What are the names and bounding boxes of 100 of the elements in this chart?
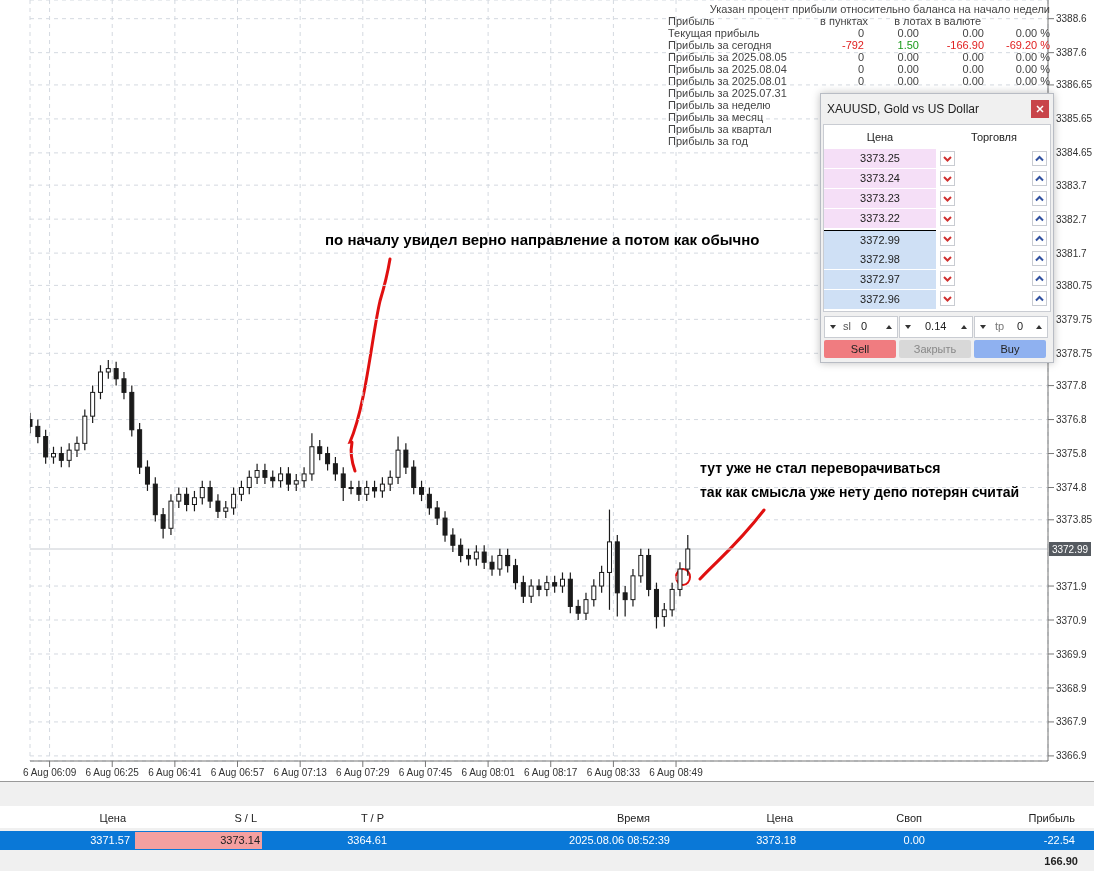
candlestick bbox=[301, 466, 307, 489]
text: Своп bbox=[895, 812, 922, 824]
candlestick bbox=[121, 371, 127, 400]
y-tick-label: 3366.9 bbox=[1056, 750, 1088, 762]
annotation: 0.00 % bbox=[1014, 51, 1050, 63]
candlestick bbox=[411, 459, 417, 495]
annotation: Прибыль bbox=[668, 15, 715, 27]
annotation: 3373.24 bbox=[824, 169, 936, 188]
y-tick-label: 3387.6 bbox=[1056, 47, 1088, 59]
annotation: 3373.25 bbox=[824, 149, 936, 168]
candlestick bbox=[622, 585, 628, 618]
x-tick-label: 6 Aug 08:17 bbox=[524, 767, 578, 779]
annotation: в пунктах bbox=[819, 15, 868, 27]
candlestick bbox=[356, 480, 362, 502]
text: 166.90 bbox=[1044, 855, 1078, 867]
annotation: 0.00 bbox=[897, 63, 919, 75]
candlestick bbox=[90, 385, 96, 424]
candlestick bbox=[387, 469, 393, 492]
annotation: Торговля bbox=[970, 131, 1018, 143]
candlestick bbox=[231, 486, 237, 516]
y-tick-label: 3373.85 bbox=[1056, 514, 1093, 526]
candlestick bbox=[442, 510, 448, 543]
x-tick-label: 6 Aug 07:45 bbox=[398, 767, 453, 779]
y-tick-label: 3370.9 bbox=[1056, 614, 1088, 626]
candlestick bbox=[332, 456, 338, 482]
y-tick-label: 3383.7 bbox=[1056, 179, 1088, 191]
candlestick bbox=[199, 480, 205, 506]
candlestick bbox=[207, 480, 213, 509]
text: -22.54 bbox=[1042, 834, 1075, 846]
candlestick bbox=[176, 486, 182, 509]
annotation: 0.00 bbox=[961, 27, 984, 39]
annotation: 3372.97 bbox=[824, 270, 936, 289]
candlestick bbox=[317, 439, 323, 461]
y-tick-label: 3384.65 bbox=[1056, 147, 1093, 159]
candlestick bbox=[513, 558, 519, 591]
candlestick bbox=[419, 480, 425, 502]
candlestick bbox=[559, 571, 565, 594]
annotation: 0.00 % bbox=[1014, 75, 1050, 87]
candlestick bbox=[191, 490, 197, 512]
candlestick bbox=[426, 486, 432, 516]
annotation: 0.00 bbox=[961, 75, 984, 87]
annotation: 0 bbox=[861, 320, 868, 332]
annotation: Прибыль за неделю bbox=[668, 99, 771, 111]
candlestick bbox=[160, 507, 166, 540]
candlestick bbox=[379, 476, 385, 499]
candlestick bbox=[489, 554, 495, 577]
y-tick-label: 3377.8 bbox=[1056, 380, 1088, 392]
text: T / P bbox=[359, 812, 384, 824]
annotation: 3373.22 bbox=[824, 209, 936, 228]
annotation: тут уже не стал переворачиваться так как смысла уже нету депо потерян считай bbox=[700, 459, 1020, 502]
candlestick bbox=[669, 582, 675, 618]
text: S / L bbox=[233, 812, 257, 824]
candlestick bbox=[458, 537, 464, 563]
candlestick bbox=[544, 575, 550, 597]
annotation: Закрыть bbox=[899, 340, 971, 358]
candlestick bbox=[325, 446, 331, 472]
x-tick-label: 6 Aug 08:01 bbox=[461, 767, 516, 779]
candlestick bbox=[473, 544, 479, 567]
annotation: 0.00 bbox=[897, 27, 919, 39]
candlestick bbox=[599, 565, 605, 594]
candlestick bbox=[35, 418, 41, 444]
candlestick bbox=[528, 578, 534, 604]
annotation: 0.00 bbox=[961, 51, 984, 63]
candlestick bbox=[434, 500, 440, 526]
annotation: 0 bbox=[856, 75, 864, 87]
y-tick-label: 3386.65 bbox=[1056, 79, 1093, 91]
candlestick bbox=[685, 534, 691, 577]
candlestick bbox=[583, 592, 589, 621]
annotation: -69.20 % bbox=[1004, 39, 1050, 51]
y-tick-label: 3375.8 bbox=[1056, 448, 1088, 460]
annotation: Прибыль за 2025.08.04 bbox=[668, 63, 787, 75]
candlestick bbox=[58, 446, 64, 468]
y-tick-label: 3388.6 bbox=[1056, 13, 1088, 25]
y-tick-label: 3381.7 bbox=[1056, 247, 1088, 259]
annotation: Указан процент прибыли относительно баланса на начало недели bbox=[709, 3, 1050, 15]
annotation: Прибыль за 2025.08.01 bbox=[668, 75, 787, 87]
candlestick bbox=[215, 493, 221, 519]
candlestick bbox=[591, 578, 597, 608]
y-tick-label: 3380.75 bbox=[1056, 279, 1093, 291]
y-tick-label: 3385.65 bbox=[1056, 113, 1093, 125]
y-tick-label: 3378.75 bbox=[1056, 347, 1093, 359]
annotation: 0.00 % bbox=[1014, 63, 1050, 75]
annotation: XAUUSD, Gold vs US Dollar bbox=[827, 102, 980, 116]
candlestick bbox=[43, 429, 49, 465]
candlestick bbox=[348, 480, 354, 495]
annotation: 0 bbox=[1017, 320, 1024, 332]
candlestick bbox=[638, 548, 644, 584]
annotation: 3372.99 bbox=[824, 230, 936, 250]
text: 3371.57 bbox=[89, 834, 130, 846]
text: Время bbox=[615, 812, 650, 824]
x-tick-label: 6 Aug 06:25 bbox=[85, 767, 140, 779]
annotation: 0.00 bbox=[897, 51, 919, 63]
y-tick-label: 3369.9 bbox=[1056, 648, 1088, 660]
text: 2025.08.06 08:52:39 bbox=[568, 834, 670, 846]
candlestick bbox=[340, 466, 346, 502]
annotation: Прибыль за квартал bbox=[668, 123, 772, 135]
x-tick-label: 6 Aug 06:41 bbox=[148, 767, 202, 779]
ref-line-label: 3372.99 bbox=[1051, 544, 1089, 556]
annotation: в лотах bbox=[893, 15, 932, 27]
candlestick bbox=[105, 359, 111, 380]
